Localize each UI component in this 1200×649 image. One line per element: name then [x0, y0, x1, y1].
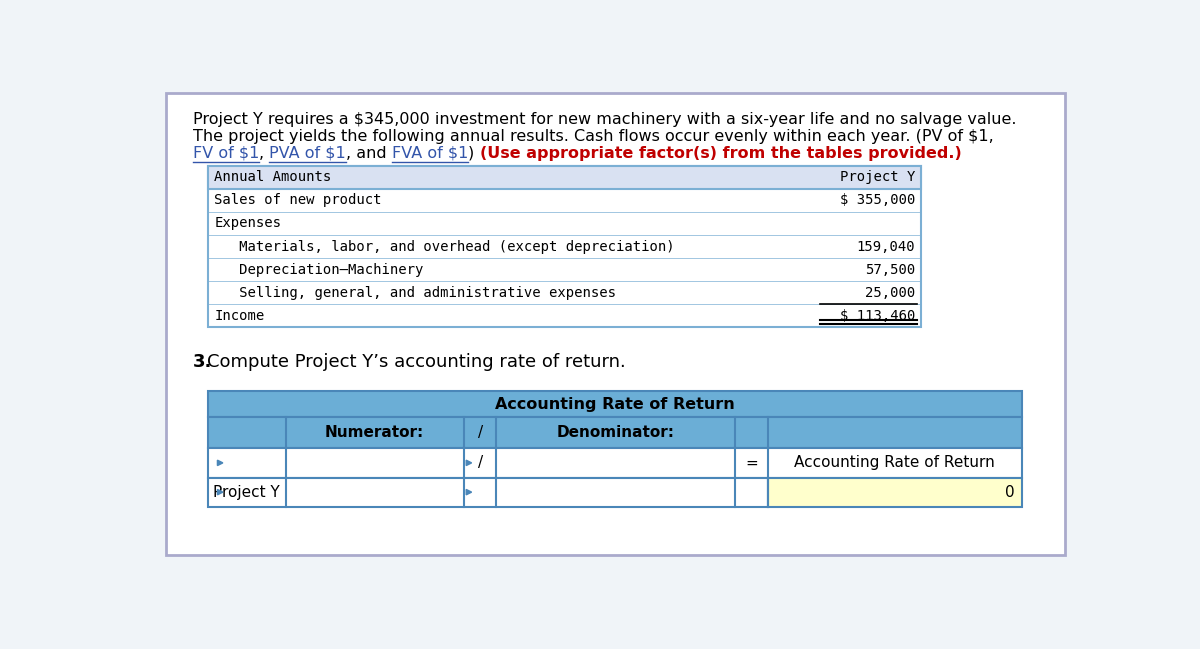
Bar — [208, 417, 1022, 448]
Bar — [208, 448, 1022, 478]
Text: Denominator:: Denominator: — [557, 425, 674, 441]
Text: Materials, labor, and overhead (except depreciation): Materials, labor, and overhead (except d… — [215, 239, 674, 254]
Text: FV of $1: FV of $1 — [193, 146, 259, 161]
Text: 57,500: 57,500 — [865, 263, 914, 276]
Text: Numerator:: Numerator: — [325, 425, 425, 441]
Text: Sales of new product: Sales of new product — [215, 193, 382, 207]
Text: Expenses: Expenses — [215, 216, 281, 230]
Bar — [208, 391, 1022, 417]
Text: ): ) — [468, 146, 480, 161]
Text: ,: , — [259, 146, 269, 161]
Text: /: / — [478, 425, 482, 441]
Text: Accounting Rate of Return: Accounting Rate of Return — [794, 456, 995, 471]
Text: (Use appropriate factor(s) from the tables provided.): (Use appropriate factor(s) from the tabl… — [480, 146, 961, 161]
Polygon shape — [217, 489, 223, 495]
Text: 3.: 3. — [193, 353, 212, 371]
Text: $ 113,460: $ 113,460 — [840, 309, 914, 323]
Text: Project Y requires a $345,000 investment for new machinery with a six-year life : Project Y requires a $345,000 investment… — [193, 112, 1016, 127]
Polygon shape — [217, 460, 223, 465]
Text: Depreciation–Machinery: Depreciation–Machinery — [215, 263, 424, 276]
Text: Accounting Rate of Return: Accounting Rate of Return — [496, 397, 734, 412]
Text: $ 355,000: $ 355,000 — [840, 193, 914, 207]
Text: 0: 0 — [1004, 485, 1014, 500]
Bar — [208, 478, 768, 507]
Text: Income: Income — [215, 309, 264, 323]
Bar — [208, 165, 922, 189]
Text: Compute Project Y’s accounting rate of return.: Compute Project Y’s accounting rate of r… — [208, 353, 626, 371]
Text: Project Y: Project Y — [212, 485, 280, 500]
Bar — [208, 165, 922, 327]
Text: PVA of $1: PVA of $1 — [269, 146, 346, 161]
Text: Annual Amounts: Annual Amounts — [215, 170, 331, 184]
Text: 25,000: 25,000 — [865, 286, 914, 300]
Text: , and: , and — [346, 146, 391, 161]
Polygon shape — [466, 489, 472, 495]
Polygon shape — [466, 460, 472, 465]
Text: Selling, general, and administrative expenses: Selling, general, and administrative exp… — [215, 286, 617, 300]
Text: =: = — [745, 456, 757, 471]
Text: /: / — [478, 456, 482, 471]
Text: 159,040: 159,040 — [857, 239, 914, 254]
Text: Project Y: Project Y — [840, 170, 914, 184]
Text: FVA of $1: FVA of $1 — [391, 146, 468, 161]
Text: The project yields the following annual results. Cash flows occur evenly within : The project yields the following annual … — [193, 129, 994, 144]
Bar — [768, 478, 1022, 507]
